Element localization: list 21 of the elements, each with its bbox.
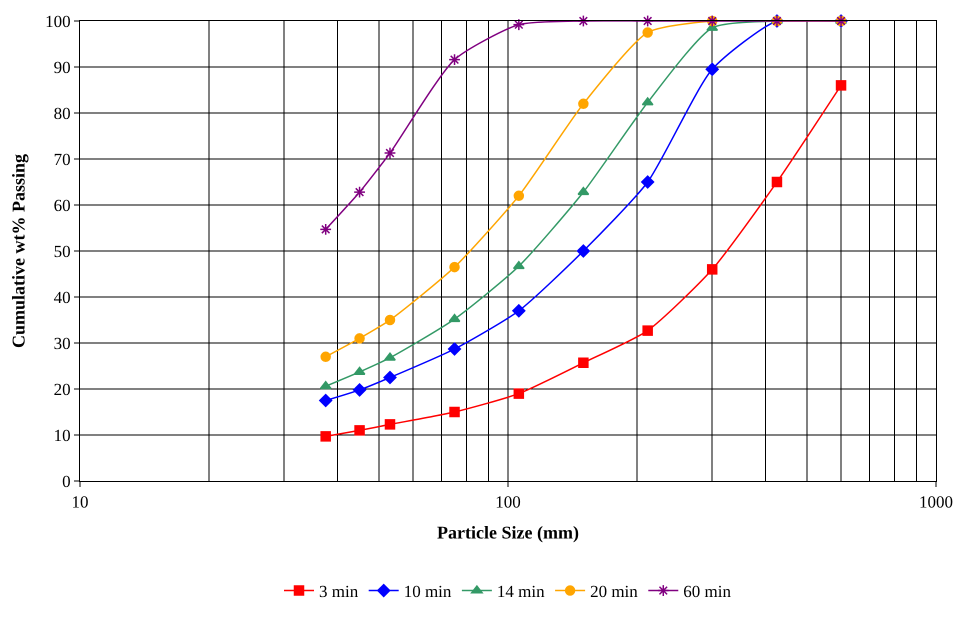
legend-label: 10 min [404,582,452,602]
y-tick-label: 20 [54,380,71,399]
x-tick-label: 1000 [919,492,953,512]
y-tick-label: 80 [54,104,71,123]
y-tick-label: 0 [62,472,71,491]
y-tick-label: 90 [54,58,71,77]
y-tick-label: 100 [45,12,71,31]
legend-label: 3 min [319,582,359,602]
y-tick-label: 70 [54,150,71,169]
x-axis-title: Particle Size (mm) [437,522,579,542]
legend-label: 14 min [496,582,546,602]
x-tick-label: 10 [72,492,88,512]
y-tick-label: 10 [54,426,71,445]
legend-label: 20 min [590,582,638,602]
x-tick-label: 100 [495,492,521,512]
legend-label: 60 min [683,582,732,602]
y-tick-label: 40 [54,288,71,307]
y-tick-label: 30 [54,334,71,353]
y-axis-title: Cumulative wt% Passing [8,154,28,348]
y-tick-label: 50 [54,242,71,261]
y-tick-label: 60 [54,196,71,215]
